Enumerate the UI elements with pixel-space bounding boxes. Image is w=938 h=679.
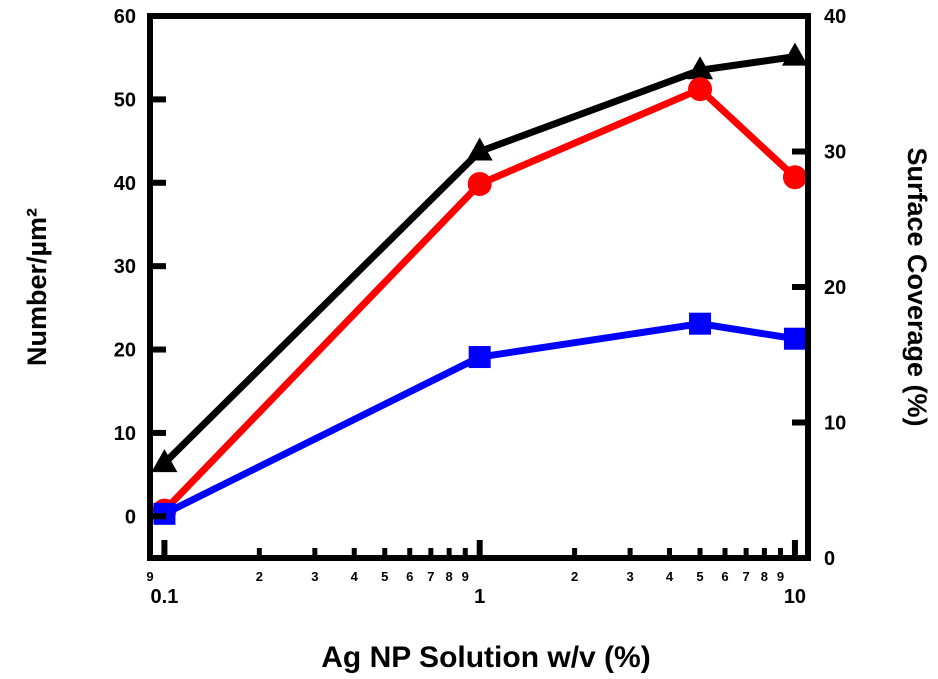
x-minor-tick-label: 9 — [777, 569, 784, 584]
y-right-tick-label: 20 — [824, 277, 846, 299]
data-point-triangle — [151, 449, 178, 473]
x-minor-tick-label: 2 — [256, 569, 263, 584]
x-minor-tick-label: 9 — [462, 569, 469, 584]
x-major-tick-label: 1 — [474, 586, 485, 608]
x-axis-label: Ag NP Solution w/v (%) — [321, 641, 650, 674]
data-point-triangle — [687, 56, 714, 80]
x-minor-tick-label: 6 — [406, 569, 413, 584]
chart-series-layer — [151, 42, 808, 525]
x-minor-tick-label: 5 — [696, 569, 703, 584]
data-point-circle — [782, 165, 807, 190]
x-minor-tick-label: 7 — [742, 569, 749, 584]
x-minor-tick-label: 6 — [721, 569, 728, 584]
series-line-triangle — [161, 53, 796, 466]
y-right-tick-label: 30 — [824, 142, 846, 164]
data-point-square — [783, 327, 806, 350]
series-line-square — [162, 320, 796, 517]
x-minor-tick-label: 5 — [381, 569, 388, 584]
data-point-circle — [467, 172, 492, 197]
x-minor-tick-label: 8 — [761, 569, 768, 584]
data-point-circle — [688, 77, 713, 102]
x-major-tick-label: 10 — [784, 586, 806, 608]
x-minor-tick-label: 3 — [626, 569, 633, 584]
y-right-tick-label: 10 — [824, 413, 846, 435]
x-minor-tick-label: 7 — [427, 569, 434, 584]
x-minor-tick-label: 2 — [571, 569, 578, 584]
y-axis-label-left: Number/µm² — [22, 208, 52, 366]
series-line-circle — [161, 85, 798, 514]
y-left-tick-label: 20 — [114, 340, 136, 362]
y-left-tick-label: 30 — [114, 256, 136, 278]
y-left-tick-label: 60 — [114, 6, 136, 28]
y-right-tick-label: 0 — [824, 548, 835, 570]
x-minor-tick-label: 4 — [666, 569, 674, 584]
x-minor-tick-label: 4 — [351, 569, 359, 584]
data-point-triangle — [466, 137, 493, 161]
x-major-tick-label: 0.1 — [151, 586, 179, 608]
y-axis-label-right: Surface Coverage (%) — [902, 147, 932, 426]
data-point-square — [689, 312, 712, 335]
y-left-tick-label: 10 — [114, 423, 136, 445]
y-right-tick-label: 40 — [824, 6, 846, 28]
y-left-tick-label: 40 — [114, 173, 136, 195]
data-point-triangle — [781, 42, 808, 66]
data-point-square — [468, 346, 491, 369]
x-minor-tick-label: 3 — [311, 569, 318, 584]
y-left-tick-label: 50 — [114, 89, 136, 111]
x-minor-tick-label: 9 — [146, 569, 153, 584]
y-left-tick-label: 0 — [125, 506, 136, 528]
x-minor-tick-label: 8 — [446, 569, 453, 584]
